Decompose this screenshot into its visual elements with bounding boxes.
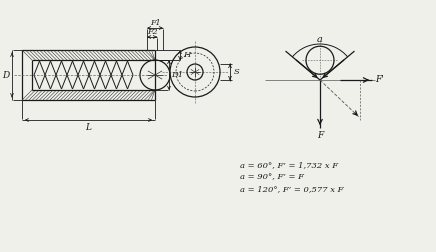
Text: F: F [317, 131, 323, 140]
Text: a = 90°, F’ = F: a = 90°, F’ = F [240, 173, 304, 181]
Text: H: H [184, 51, 191, 59]
Text: F1: F1 [150, 19, 160, 27]
Text: F2: F2 [146, 28, 157, 36]
Text: a = 120°, F’ = 0,577 x F: a = 120°, F’ = 0,577 x F [240, 185, 344, 193]
Text: L: L [85, 122, 92, 132]
Text: S: S [234, 68, 240, 76]
Text: F': F' [376, 76, 385, 84]
Text: a = 60°, F’ = 1,732 x F: a = 60°, F’ = 1,732 x F [240, 161, 338, 169]
Text: D1: D1 [171, 71, 183, 79]
Text: D: D [2, 71, 10, 79]
Text: a: a [317, 36, 323, 45]
